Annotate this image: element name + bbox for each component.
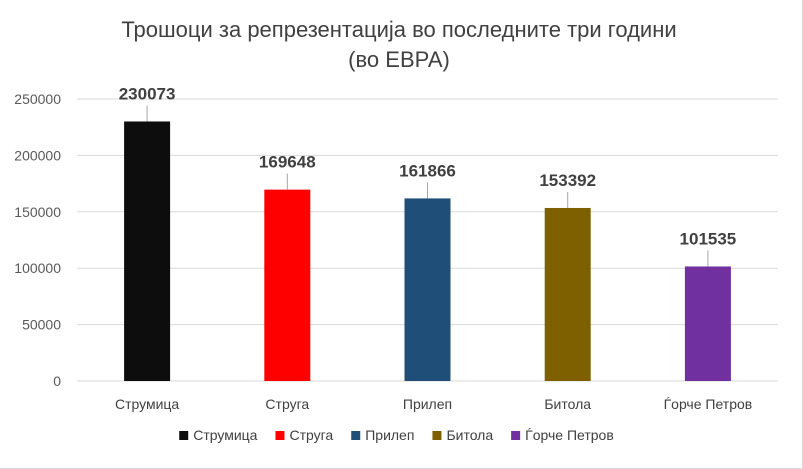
data-label: 161866 <box>399 161 456 180</box>
legend-item: Ѓорче Петров <box>511 427 614 443</box>
chart-subtitle: (во ЕВРА) <box>348 47 450 72</box>
y-tick-label: 200000 <box>14 147 61 163</box>
bar <box>264 189 311 381</box>
data-label: 101535 <box>680 229 737 248</box>
legend-label: Прилеп <box>365 427 414 443</box>
y-tick-label: 100000 <box>14 260 61 276</box>
data-label: 169648 <box>259 153 316 172</box>
bar <box>404 198 451 381</box>
data-label: 230073 <box>119 84 176 103</box>
legend-swatch <box>511 431 521 440</box>
y-tick-label: 0 <box>53 373 61 389</box>
x-category-label: Прилеп <box>403 396 452 412</box>
y-tick-label: 250000 <box>14 91 61 107</box>
legend-item: Прилеп <box>351 427 414 443</box>
data-labels: 230073 169648 161866 153392 101535 <box>119 84 737 267</box>
y-tick-label: 150000 <box>14 204 61 220</box>
x-category-label: Битола <box>544 396 591 412</box>
x-category-label: Струмица <box>115 396 179 412</box>
legend-item: Битола <box>432 427 493 443</box>
legend-label: Ѓорче Петров <box>525 427 614 443</box>
legend-swatch <box>432 431 442 440</box>
legend-swatch <box>179 431 189 440</box>
x-category-label: Ѓорче Петров <box>664 396 753 412</box>
legend-label: Битола <box>446 427 493 443</box>
y-tick-label: 50000 <box>22 317 61 333</box>
bar <box>544 207 591 381</box>
chart-title: Трошоци за репрезентација во последните … <box>121 17 676 42</box>
bar <box>684 266 731 381</box>
legend-label: Струмица <box>193 427 257 443</box>
legend-label: Струга <box>289 427 333 443</box>
legend-item: Струга <box>275 427 333 443</box>
legend-swatch <box>351 431 361 440</box>
legend-item: Струмица <box>179 427 258 443</box>
bar <box>124 121 171 381</box>
bars <box>124 121 731 381</box>
x-axis-categories: Струмица Струга Прилеп Битола Ѓорче Петров <box>115 396 752 412</box>
legend: Струмица Струга Прилеп Битола Ѓорче Петров <box>179 427 614 443</box>
legend-swatch <box>275 431 285 440</box>
y-axis-ticks: 0 50000 100000 150000 200000 250000 <box>14 91 61 389</box>
x-category-label: Струга <box>265 396 309 412</box>
data-label: 153392 <box>539 171 596 190</box>
